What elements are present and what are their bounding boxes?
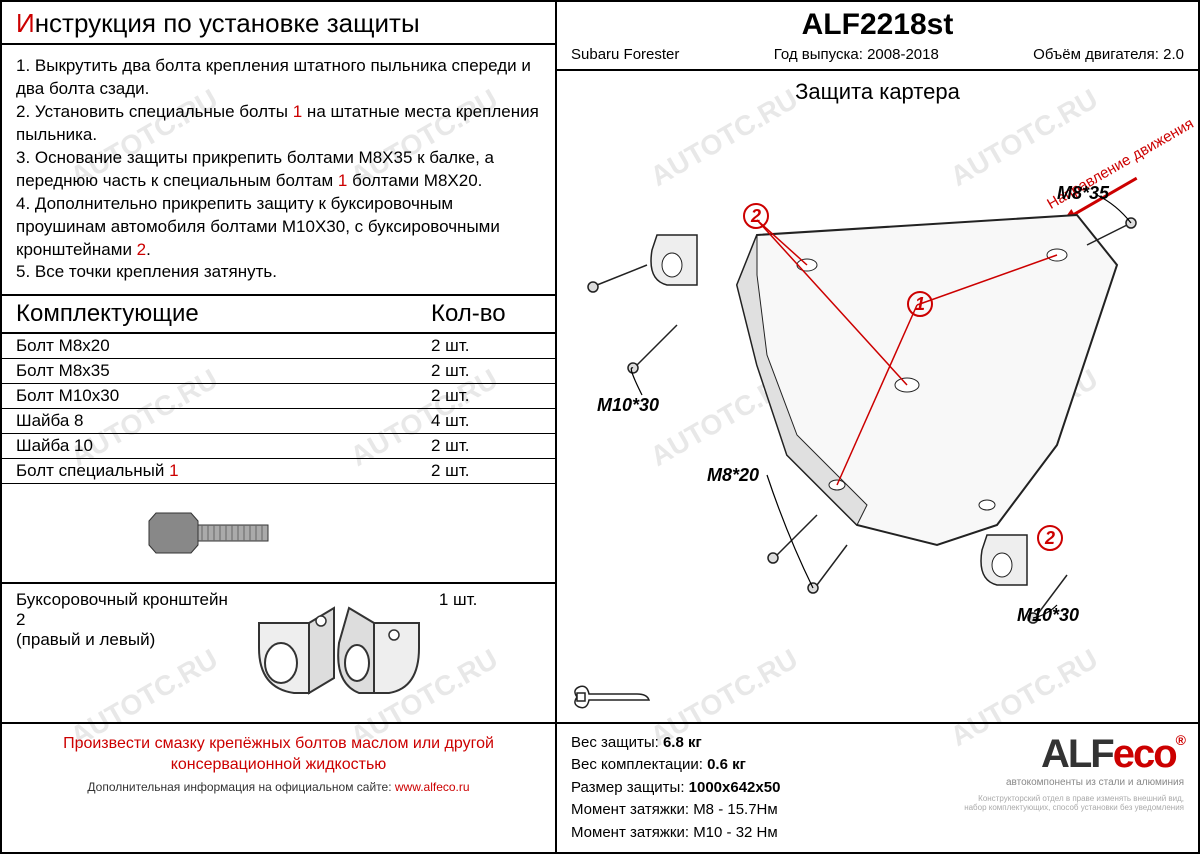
component-qty: 2 шт. [431,361,541,381]
component-qty: 2 шт. [431,436,541,456]
logo-sub: автокомпоненты из стали и алюминия [964,777,1184,788]
component-name: Шайба 8 [16,411,431,431]
spec-weight: 6.8 кг [663,734,702,751]
callout-m10-30-b: M10*30 [1017,605,1079,626]
instructions-body: 1. Выкрутить два болта крепления штатног… [2,45,555,296]
callout-m10-30-a: M10*30 [597,395,659,416]
component-row: Шайба 84 шт. [2,409,555,434]
components-header-label: Комплектующие [16,300,431,328]
component-row: Болт М8х202 шт. [2,334,555,359]
part-header: ALF2218st Subaru Forester Год выпуска: 2… [557,2,1198,71]
footer-note: Произвести смазку крепёжных болтов масло… [2,724,555,798]
instructions-title-initial: И [16,8,35,38]
footer-info: Дополнительная информация на официальном… [87,780,394,794]
component-row: Шайба 102 шт. [2,434,555,459]
spec-torque2: M10 - 32 Нм [693,824,778,841]
callout-m8-20: M8*20 [707,465,759,486]
logo-alf: ALF [1041,732,1113,776]
part-vehicle: Subaru Forester [571,46,679,63]
callout-ref-2a: 2 [743,203,769,229]
part-number: ALF2218st [557,2,1198,44]
callout-m8-35: M8*35 [1057,183,1109,204]
component-name: Болт М10х30 [16,386,431,406]
special-bolt-row: Болт специальный 1 2 шт. [2,459,555,484]
component-qty: 2 шт. [431,336,541,356]
specs-block: Вес защиты: 6.8 кг Вес комплектации: 0.6… [557,722,1198,853]
special-bolt-ref: 1 [169,461,178,480]
bracket-ref: 2 [16,610,25,629]
component-row: Болт М10х302 шт. [2,384,555,409]
component-qty: 2 шт. [431,386,541,406]
bracket-qty: 1 шт. [439,590,541,716]
footer-link: www.alfeco.ru [395,780,470,794]
logo-reg: ® [1176,732,1184,748]
component-name: Болт М8х35 [16,361,431,381]
bracket-suffix: (правый и левый) [16,630,155,649]
spec-torque1-label: Момент затяжки: [571,801,693,818]
instructions-title: Инструкция по установке защиты [2,2,555,45]
logo-area: ALFeco® автокомпоненты из стали и алюмин… [964,732,1184,845]
components-header: Комплектующие Кол-во [2,296,555,334]
special-bolt-name: Болт специальный [16,461,169,480]
diagram-area: Направление движения [557,105,1198,722]
instructions-title-rest: нструкция по установке защиты [35,8,420,38]
logo-eco: eco [1113,732,1176,776]
special-bolt-image-row [2,484,555,584]
wrench-icon [567,682,657,712]
spec-torque2-label: Момент затяжки: [571,824,693,841]
callout-ref-1: 1 [907,291,933,317]
components-table: Болт М8х202 шт.Болт М8х352 шт.Болт М10х3… [2,334,555,459]
part-engine-label: Объём двигателя: [1033,46,1163,63]
logo-disclaimer: Конструкторский отдел в праве изменять в… [964,794,1184,812]
bracket-illustration [239,593,439,713]
special-bolt-qty: 2 шт. [431,461,541,481]
spec-weight-label: Вес защиты: [571,734,663,751]
spec-kit-weight-label: Вес комплектации: [571,756,707,773]
footer-warning: Произвести смазку крепёжных болтов масло… [16,734,541,776]
bracket-name: Буксоровочный кронштейн [16,590,228,609]
spec-torque1: M8 - 15.7Нм [693,801,778,818]
part-years: 2008-2018 [867,46,939,63]
components-qty-label: Кол-во [431,300,541,328]
spec-kit-weight: 0.6 кг [707,756,746,773]
component-qty: 4 шт. [431,411,541,431]
component-name: Болт М8х20 [16,336,431,356]
part-engine: 2.0 [1163,46,1184,63]
diagram-title: Защита картера [557,71,1198,105]
special-bolt-illustration [136,493,356,573]
spec-size-label: Размер защиты: [571,779,689,796]
component-name: Шайба 10 [16,436,431,456]
part-years-label: Год выпуска: [774,46,867,63]
callout-ref-2b: 2 [1037,525,1063,551]
spec-size: 1000х642х50 [689,779,781,796]
bracket-row: Буксоровочный кронштейн 2 (правый и левы… [2,584,555,724]
component-row: Болт М8х352 шт. [2,359,555,384]
